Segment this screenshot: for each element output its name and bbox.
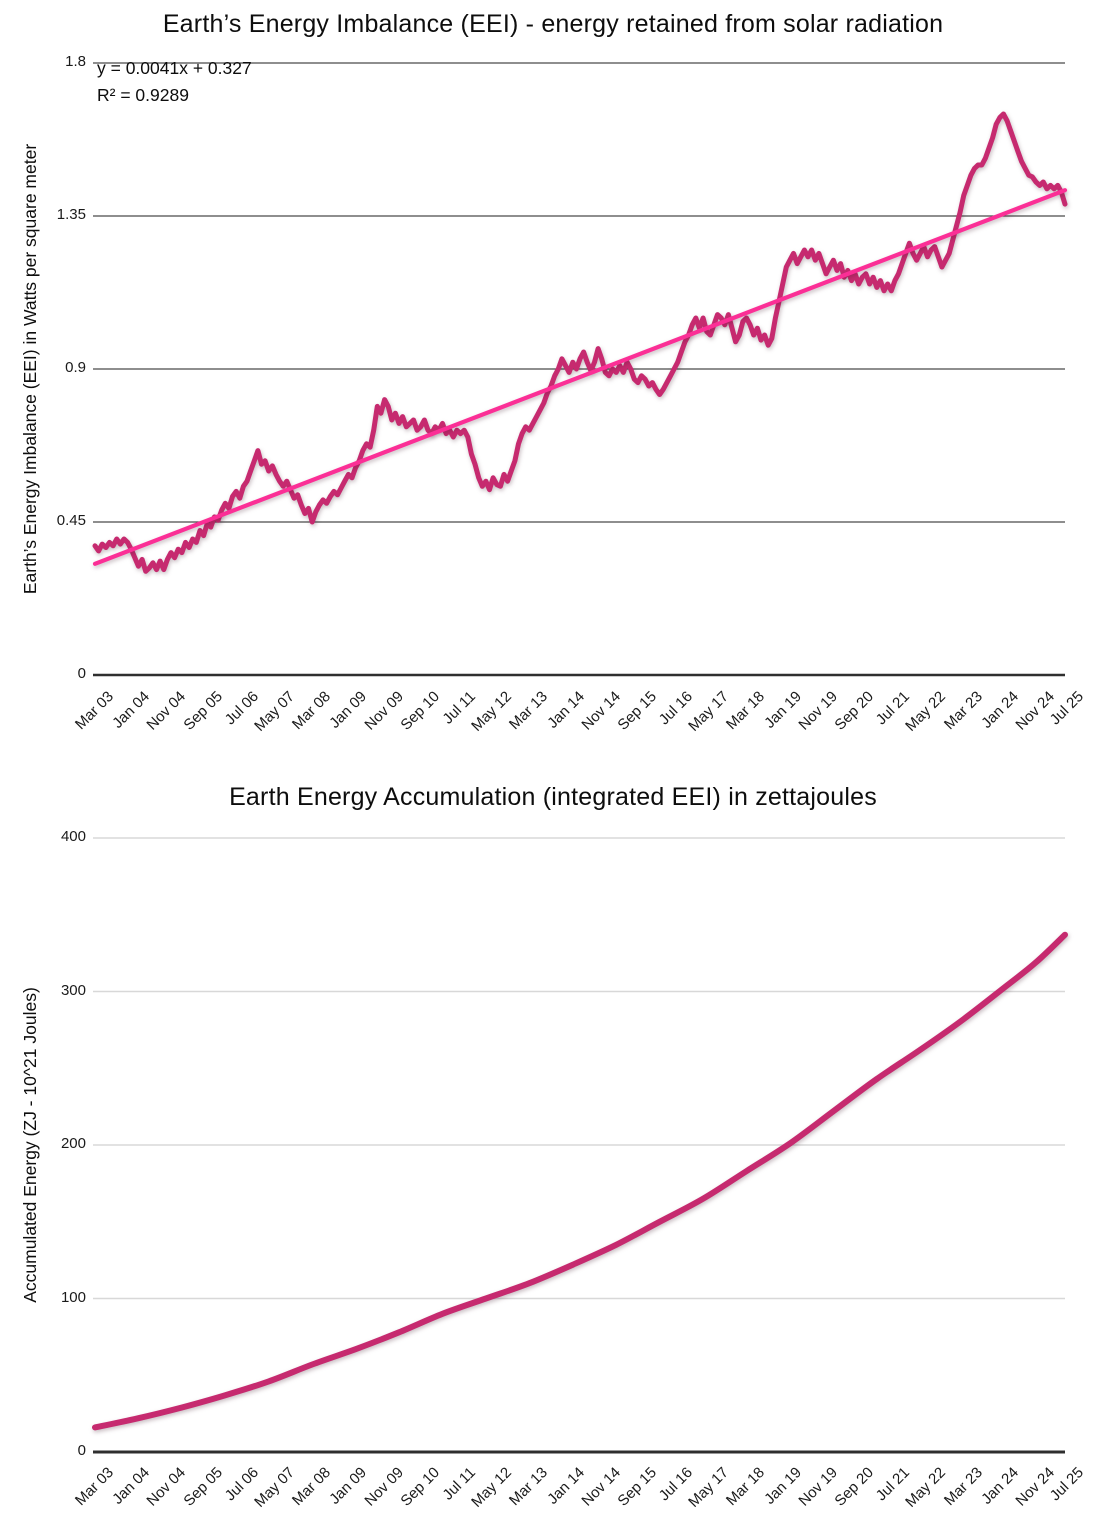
trend-line [92,188,1068,566]
y-tick-label-chart1: 1.35 [56,206,86,223]
y-tick-label-chart2: 300 [60,981,86,999]
y-tick-label-chart2: 0 [77,1442,86,1459]
y-tick-label-chart1: 0.9 [65,359,86,376]
eei-series-line [92,111,1068,574]
eei-chart-title: Earth’s Energy Imbalance (EEI) - energy … [162,10,944,38]
trendline-annotation: y = 0.0041x + 0.327 R² = 0.9289 [97,55,252,109]
y-tick-label-chart2: 200 [60,1135,86,1152]
y-tick-label-chart2: 400 [60,828,86,845]
trendline-equation: y = 0.0041x + 0.327 [97,58,252,78]
y-tick-label-chart1: 0.45 [56,512,86,529]
y-tick-label-chart1: 1.8 [65,53,86,70]
accumulation-chart-title: Earth Energy Accumulation (integrated EE… [229,783,877,811]
y-tick-label-chart1: 0 [77,665,86,682]
trendline-r-squared: R² = 0.9289 [97,85,189,105]
y-tick-label-chart2: 100 [60,1288,86,1306]
accumulated-energy-line [92,931,1068,1431]
